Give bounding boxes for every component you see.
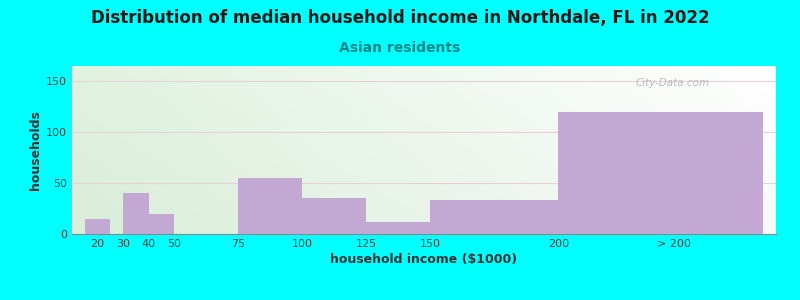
Bar: [302, 198, 366, 234]
Text: City-Data.com: City-Data.com: [635, 78, 710, 88]
Bar: [430, 200, 558, 234]
X-axis label: household income ($1000): household income ($1000): [330, 253, 518, 266]
Bar: [85, 219, 110, 234]
Bar: [238, 178, 302, 234]
Bar: [558, 112, 712, 234]
Text: Distribution of median household income in Northdale, FL in 2022: Distribution of median household income …: [90, 9, 710, 27]
Text: Asian residents: Asian residents: [339, 40, 461, 55]
Bar: [149, 214, 174, 234]
Bar: [123, 193, 149, 234]
Bar: [597, 112, 763, 234]
Bar: [366, 222, 430, 234]
Y-axis label: households: households: [29, 110, 42, 190]
